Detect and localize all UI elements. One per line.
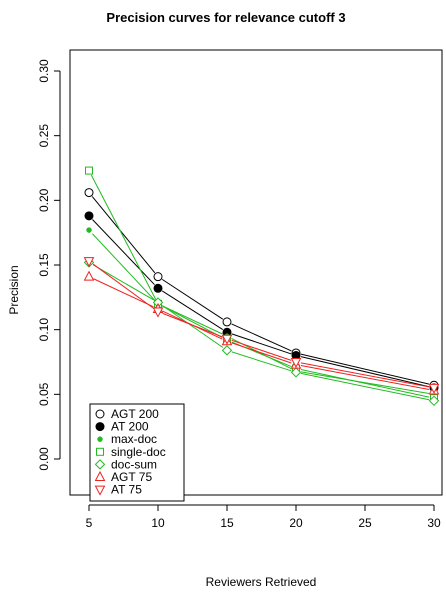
series-line-segment: [162, 312, 223, 338]
x-tick-label: 5: [86, 516, 93, 530]
series-line-segment: [231, 323, 292, 352]
x-tick-label: 25: [358, 516, 372, 530]
y-tick-label: 0.00: [37, 447, 51, 471]
data-point: [221, 345, 233, 356]
series-line-segment: [161, 304, 224, 348]
x-tick-label: 30: [427, 516, 441, 530]
series-at-75: [83, 257, 440, 394]
series-line-segment: [93, 278, 154, 308]
series-line-segment: [300, 371, 430, 394]
legend-item: AT 200: [95, 420, 149, 434]
x-tick-label: 10: [151, 516, 165, 530]
data-point: [97, 436, 103, 442]
plot-frame: [69, 49, 443, 496]
series-layer: [83, 166, 440, 407]
y-tick-label: 0.10: [37, 318, 51, 342]
series-line-segment: [162, 305, 223, 339]
series-line-segment: [161, 278, 224, 320]
data-point: [153, 283, 163, 293]
data-point: [86, 227, 92, 233]
legend-item: AT 75: [94, 483, 142, 497]
legend-item: doc-sum: [94, 457, 157, 471]
series-line-segment: [90, 174, 157, 300]
series-agt-75: [83, 270, 440, 395]
legend-label: AT 75: [111, 483, 142, 497]
x-axis: 5 10 15 20 25 30: [86, 504, 441, 530]
series-line-segment: [231, 333, 292, 355]
series-line-segment: [231, 351, 292, 372]
y-axis-label: Precision: [7, 265, 21, 314]
legend-label: AGT 75: [111, 470, 152, 484]
series-line-segment: [300, 353, 430, 385]
data-point: [83, 270, 95, 281]
data-point: [95, 409, 105, 419]
legend-item: single-doc: [96, 445, 166, 459]
legend-item: max-doc: [97, 432, 157, 446]
legend-label: max-doc: [111, 432, 157, 446]
data-point: [428, 383, 440, 394]
series-doc-sum: [83, 257, 440, 407]
y-tick-label: 0.30: [37, 59, 51, 83]
data-point: [96, 447, 104, 456]
y-tick-label: 0.25: [37, 124, 51, 148]
series-line-segment: [91, 196, 156, 274]
series-line-segment: [231, 342, 292, 364]
data-point: [84, 188, 94, 198]
series-at-200: [84, 211, 439, 393]
data-point: [95, 422, 105, 432]
legend-label: doc-sum: [111, 457, 157, 471]
x-axis-label: Reviewers Retrieved: [206, 575, 317, 589]
legend-label: AGT 200: [111, 407, 159, 421]
y-tick-label: 0.05: [37, 382, 51, 406]
x-tick-label: 20: [289, 516, 303, 530]
series-line-segment: [231, 339, 292, 361]
data-point: [153, 272, 163, 282]
legend-item: AGT 200: [95, 407, 159, 421]
data-point: [290, 358, 302, 369]
legend-label: single-doc: [111, 445, 166, 459]
data-point: [83, 257, 95, 268]
series-single-doc: [85, 166, 438, 403]
series-line-segment: [300, 369, 430, 398]
series-line-segment: [300, 362, 430, 388]
data-point: [222, 317, 232, 327]
series-line-segment: [162, 305, 223, 335]
data-point: [152, 307, 164, 318]
data-point: [94, 485, 106, 496]
series-line-segment: [300, 372, 430, 401]
data-point: [85, 166, 93, 175]
data-point: [221, 334, 233, 345]
data-point: [94, 470, 106, 481]
data-point: [290, 367, 302, 378]
series-line-segment: [92, 219, 155, 286]
data-point: [84, 211, 94, 221]
series-line-segment: [300, 365, 430, 391]
series-line-segment: [93, 264, 154, 301]
legend-box: [89, 403, 185, 502]
chart-title: Precision curves for relevance cutoff 3: [106, 10, 345, 25]
series-line-segment: [300, 356, 430, 388]
legend-item: AGT 75: [94, 470, 152, 484]
series-agt-200: [84, 188, 439, 390]
y-tick-label: 0.20: [37, 188, 51, 212]
series-line-segment: [92, 233, 155, 301]
x-tick-label: 15: [220, 516, 234, 530]
data-point: [428, 395, 440, 407]
y-axis: 0.00 0.05 0.10 0.15 0.20 0.25 0.30: [37, 59, 61, 471]
series-line-segment: [161, 290, 224, 330]
legend-label: AT 200: [111, 420, 149, 434]
y-tick-label: 0.15: [37, 253, 51, 277]
data-point: [94, 459, 106, 470]
series-line-segment: [92, 263, 155, 310]
